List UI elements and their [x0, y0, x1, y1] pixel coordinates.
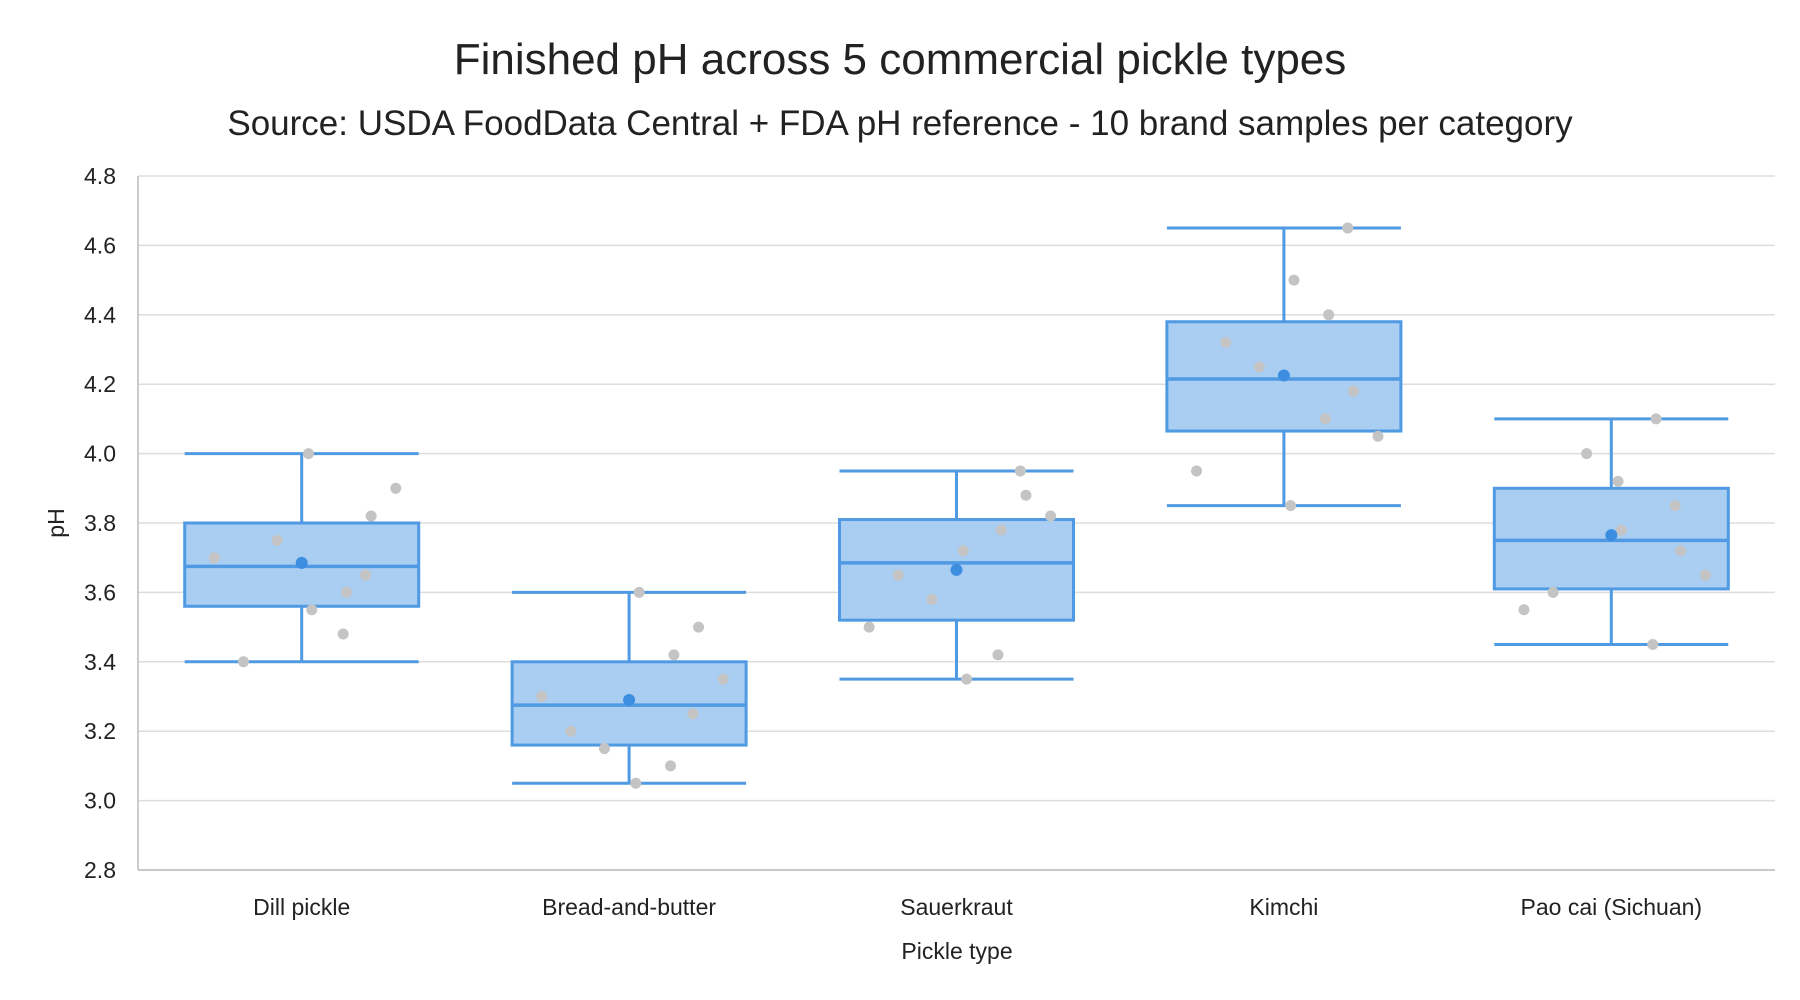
- x-tick-label: Sauerkraut: [900, 894, 1013, 920]
- y-tick-label: 3.8: [84, 510, 116, 536]
- sample-point: [717, 673, 729, 685]
- chart-subtitle: Source: USDA FoodData Central + FDA pH r…: [227, 104, 1573, 143]
- sample-point: [1342, 222, 1354, 234]
- sample-point: [302, 448, 314, 460]
- sample-point: [1347, 385, 1359, 397]
- mean-marker: [1605, 529, 1618, 542]
- box-group: [1165, 222, 1403, 512]
- y-tick-label: 3.4: [84, 649, 116, 675]
- sample-point: [1253, 361, 1265, 373]
- sample-point: [687, 708, 699, 720]
- sample-point: [1323, 309, 1335, 321]
- sample-point: [665, 760, 677, 772]
- sample-point: [565, 725, 577, 737]
- sample-point: [995, 524, 1007, 536]
- sample-point: [1647, 638, 1659, 650]
- y-tick-label: 4.0: [84, 441, 116, 467]
- chart-title: Finished pH across 5 commercial pickle t…: [454, 35, 1347, 84]
- box-group: [510, 586, 748, 789]
- sample-point: [1285, 500, 1297, 512]
- x-tick-label: Pao cai (Sichuan): [1521, 894, 1703, 920]
- sample-point: [630, 777, 642, 789]
- sample-point: [1191, 465, 1203, 477]
- axes: 2.8 3.0 3.2 3.4 3.6 3.8 4.0 4.2 4.4 4.6 4.8 Dill pi…: [84, 163, 1775, 920]
- sample-point: [1518, 604, 1530, 616]
- sample-point: [271, 534, 283, 546]
- mean-marker: [295, 556, 308, 569]
- sample-point: [208, 552, 220, 564]
- sample-point: [1669, 500, 1681, 512]
- y-tick-label: 4.4: [84, 302, 116, 328]
- sample-point: [1547, 586, 1559, 598]
- sample-point: [598, 743, 610, 755]
- sample-point: [1675, 545, 1687, 557]
- sample-point: [306, 604, 318, 616]
- box-group: [838, 465, 1075, 685]
- plot-area: [183, 222, 1730, 789]
- sample-point: [1319, 413, 1331, 425]
- sample-point: [1045, 510, 1057, 522]
- sample-point: [668, 649, 680, 661]
- sample-point: [633, 586, 645, 598]
- sample-point: [1615, 524, 1627, 536]
- sample-point: [693, 621, 705, 633]
- y-tick-label: 3.2: [84, 718, 116, 744]
- box-group: [1492, 413, 1730, 650]
- y-tick-label: 4.8: [84, 163, 116, 189]
- x-tick-label: Kimchi: [1249, 894, 1318, 920]
- sample-point: [1372, 430, 1384, 442]
- sample-point: [341, 586, 352, 598]
- sample-point: [992, 649, 1004, 661]
- sample-point: [892, 569, 904, 581]
- box-group: [183, 448, 421, 668]
- y-tick-label: 3.6: [84, 579, 116, 605]
- sample-point: [1288, 274, 1300, 286]
- y-tick-label: 4.6: [84, 232, 116, 258]
- y-tick-label: 2.8: [84, 857, 116, 883]
- sample-point: [365, 510, 377, 522]
- x-axis-title: Pickle type: [901, 938, 1012, 964]
- sample-point: [957, 545, 969, 557]
- sample-point: [1650, 413, 1662, 425]
- y-tick-label: 4.2: [84, 371, 116, 397]
- sample-point: [1612, 475, 1624, 487]
- sample-point: [1020, 489, 1032, 501]
- sample-point: [961, 673, 973, 685]
- sample-point: [1014, 465, 1026, 477]
- sample-point: [926, 593, 938, 605]
- mean-marker: [950, 563, 963, 576]
- sample-point: [390, 482, 402, 494]
- sample-point: [863, 621, 875, 633]
- x-tick-label: Bread-and-butter: [542, 894, 716, 920]
- sample-point: [1220, 337, 1232, 349]
- x-tick-label: Dill pickle: [253, 894, 350, 920]
- mean-marker: [1277, 369, 1290, 382]
- sample-point: [337, 628, 349, 640]
- sample-point: [536, 691, 548, 702]
- sample-point: [360, 569, 372, 581]
- sample-point: [1699, 569, 1711, 581]
- sample-point: [237, 656, 249, 668]
- y-tick-label: 3.0: [84, 788, 116, 814]
- mean-marker: [623, 693, 636, 706]
- y-axis-title: pH: [43, 508, 69, 537]
- sample-point: [1581, 448, 1593, 460]
